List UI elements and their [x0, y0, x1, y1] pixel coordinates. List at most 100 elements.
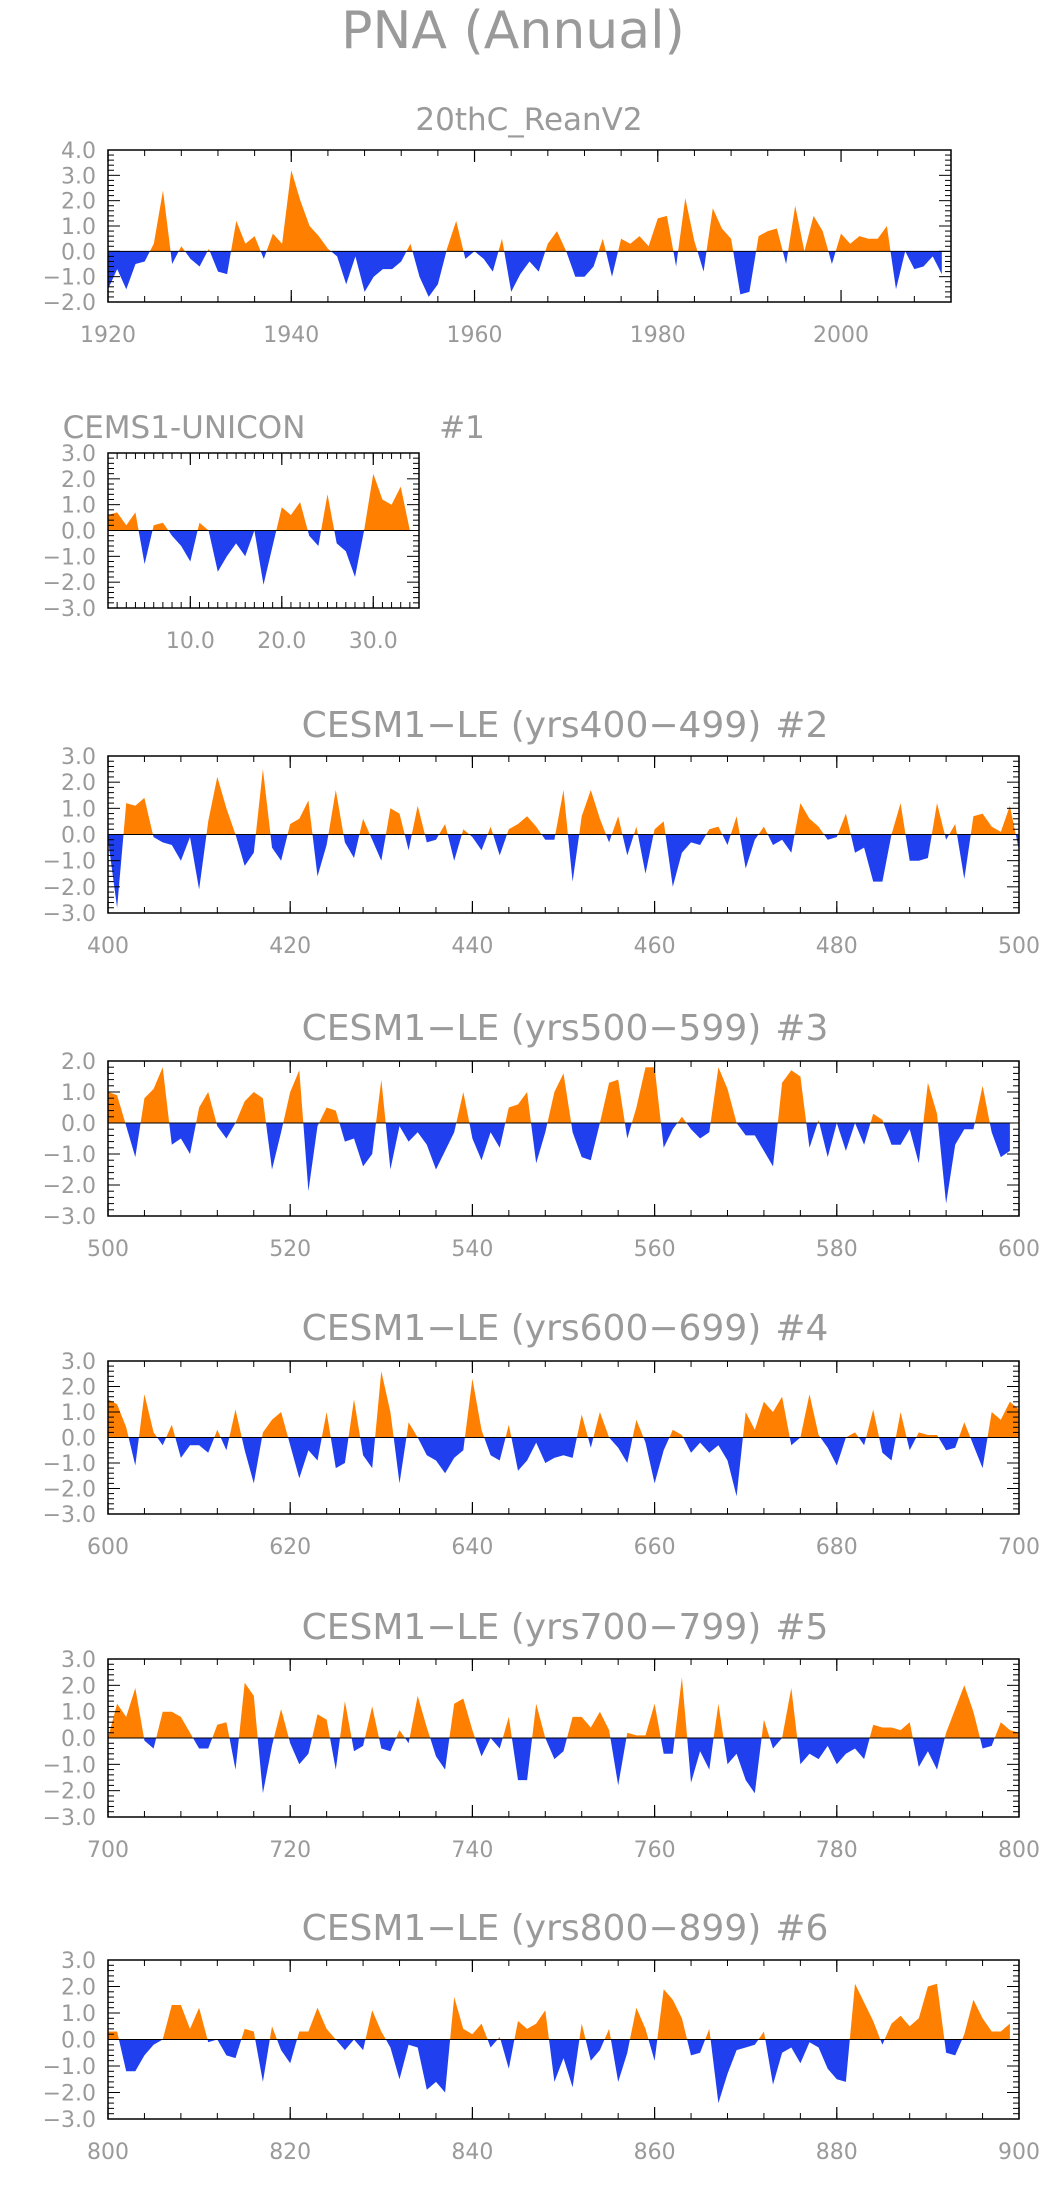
y-tick-label: −1.0: [43, 545, 96, 570]
x-tick-label: 560: [634, 1237, 676, 1262]
positive-area-series: [108, 1677, 1019, 1738]
negative-area-series: [108, 1123, 1010, 1204]
y-tick-label: −3.0: [43, 597, 96, 622]
y-tick-label: 1.0: [61, 1081, 96, 1106]
chart-title: CESM1−LE (yrs800−899) #6: [302, 1908, 829, 1949]
y-tick-label: 1.0: [61, 215, 96, 240]
x-tick-label: 700: [998, 1535, 1040, 1560]
positive-area-series: [108, 1371, 1019, 1438]
y-tick-label: 0.0: [61, 824, 96, 849]
x-tick-label: 1940: [263, 323, 319, 348]
x-tick-label: 640: [451, 1535, 493, 1560]
y-tick-label: 2.0: [61, 1674, 96, 1699]
y-tick-label: 1.0: [61, 1701, 96, 1726]
x-tick-label: 900: [998, 2140, 1040, 2165]
chart-title: CEMS1-UNICON: [63, 410, 306, 446]
chart-panel-1: 20thC_ReanV2 −2.0−1.00.01.02.03.04.0 1920 1…: [43, 102, 952, 348]
y-tick-label: 1.0: [61, 1401, 96, 1426]
y-tick-label: 0.0: [61, 1727, 96, 1752]
y-tick-label: −2.0: [43, 571, 96, 596]
x-tick-label: 540: [451, 1237, 493, 1262]
chart-title: CESM1−LE (yrs600−699) #4: [302, 1308, 829, 1349]
chart-panel-5: CESM1−LE (yrs600−699) #4 −3.0−2.0−1.00.01.…: [43, 1308, 1040, 1560]
run-label: #5: [775, 1607, 828, 1648]
positive-area-series: [108, 1067, 1010, 1123]
x-tick-label: 400: [87, 934, 129, 959]
run-label: #4: [775, 1308, 828, 1349]
x-tick-label: 500: [87, 1237, 129, 1262]
y-tick-label: 4.0: [61, 139, 96, 164]
y-tick-label: 3.0: [61, 164, 96, 189]
x-tick-label: 1980: [630, 323, 686, 348]
run-label: #2: [775, 705, 828, 746]
negative-area-series: [108, 1738, 1019, 1794]
y-tick-label: −3.0: [43, 1503, 96, 1528]
y-tick-label: 2.0: [61, 1376, 96, 1401]
run-label: #6: [775, 1908, 828, 1949]
negative-area-series: [108, 834, 1019, 908]
x-tick-label: 420: [269, 934, 311, 959]
positive-area-series: [108, 1983, 1010, 2040]
y-tick-label: 1.0: [61, 494, 96, 519]
run-label: #3: [775, 1008, 828, 1049]
y-tick-label: −2.0: [43, 291, 96, 316]
x-tick-label: 820: [269, 2140, 311, 2165]
y-tick-label: −1.0: [43, 266, 96, 291]
x-tick-label: 740: [451, 1838, 493, 1863]
x-tick-label: 700: [87, 1838, 129, 1863]
y-tick-label: 2.0: [61, 1050, 96, 1075]
x-tick-label: 720: [269, 1838, 311, 1863]
chart-title: CESM1−LE (yrs500−599) #3: [302, 1008, 829, 1049]
chart-panel-6: CESM1−LE (yrs700−799) #5 −3.0−2.0−1.00.01.…: [43, 1607, 1040, 1863]
x-tick-label: 10.0: [166, 629, 215, 654]
y-tick-label: −2.0: [43, 1780, 96, 1805]
y-tick-label: 0.0: [61, 1427, 96, 1452]
y-tick-label: −1.0: [43, 1143, 96, 1168]
x-tick-label: 600: [998, 1237, 1040, 1262]
chart-panel-2: CEMS1-UNICON #1 −3.0−2.0−1.00.01.02.03.0 10…: [43, 410, 485, 654]
y-tick-label: 1.0: [61, 2002, 96, 2027]
x-tick-label: 780: [816, 1838, 858, 1863]
y-tick-label: 3.0: [61, 442, 96, 467]
y-tick-label: −2.0: [43, 876, 96, 901]
plot-frame: [107, 1060, 1020, 1217]
figure-title: PNA (Annual): [341, 1, 685, 61]
y-tick-label: 2.0: [61, 1976, 96, 2001]
chart-panel-4: CESM1−LE (yrs500−599) #3 −3.0 −2.0 −1.0 0.0 1.…: [43, 1008, 1040, 1262]
y-tick-label: −3.0: [43, 2108, 96, 2133]
run-label: #1: [439, 410, 485, 446]
y-tick-label: −2.0: [43, 1478, 96, 1503]
x-tick-label: 800: [87, 2140, 129, 2165]
x-tick-label: 860: [634, 2140, 676, 2165]
x-tick-label: 880: [816, 2140, 858, 2165]
y-tick-label: 3.0: [61, 1648, 96, 1673]
x-tick-label: 460: [634, 934, 676, 959]
y-tick-label: 0.0: [61, 1112, 96, 1137]
y-tick-label: 2.0: [61, 771, 96, 796]
x-tick-label: 620: [269, 1535, 311, 1560]
y-tick-label: −1.0: [43, 2055, 96, 2080]
x-tick-label: 20.0: [257, 629, 306, 654]
y-tick-label: −3.0: [43, 1806, 96, 1831]
negative-area-series: [108, 530, 410, 585]
x-tick-label: 30.0: [349, 629, 398, 654]
x-tick-label: 2000: [813, 323, 869, 348]
y-tick-label: 3.0: [61, 1949, 96, 1974]
chart-panel-3: CESM1−LE (yrs400−499) #2 −3.0−2.0−1.00.01.…: [43, 705, 1040, 959]
y-tick-label: 0.0: [61, 520, 96, 545]
y-tick-label: 1.0: [61, 797, 96, 822]
x-tick-label: 440: [451, 934, 493, 959]
y-tick-label: −3.0: [43, 902, 96, 927]
chart-title: CESM1−LE (yrs400−499) #2: [302, 705, 829, 746]
x-tick-label: 500: [998, 934, 1040, 959]
x-tick-label: 580: [816, 1237, 858, 1262]
y-tick-label: 0.0: [61, 240, 96, 265]
chart-panel-7: CESM1−LE (yrs800−899) #6 −3.0−2.0−1.00.01.…: [43, 1908, 1040, 2165]
x-tick-label: 760: [634, 1838, 676, 1863]
y-tick-label: 0.0: [61, 2029, 96, 2054]
chart-title: 20thC_ReanV2: [415, 102, 642, 138]
y-tick-label: −1.0: [43, 1452, 96, 1477]
chart-title: CESM1−LE (yrs700−799) #5: [302, 1607, 829, 1648]
positive-area-series: [108, 769, 1019, 835]
